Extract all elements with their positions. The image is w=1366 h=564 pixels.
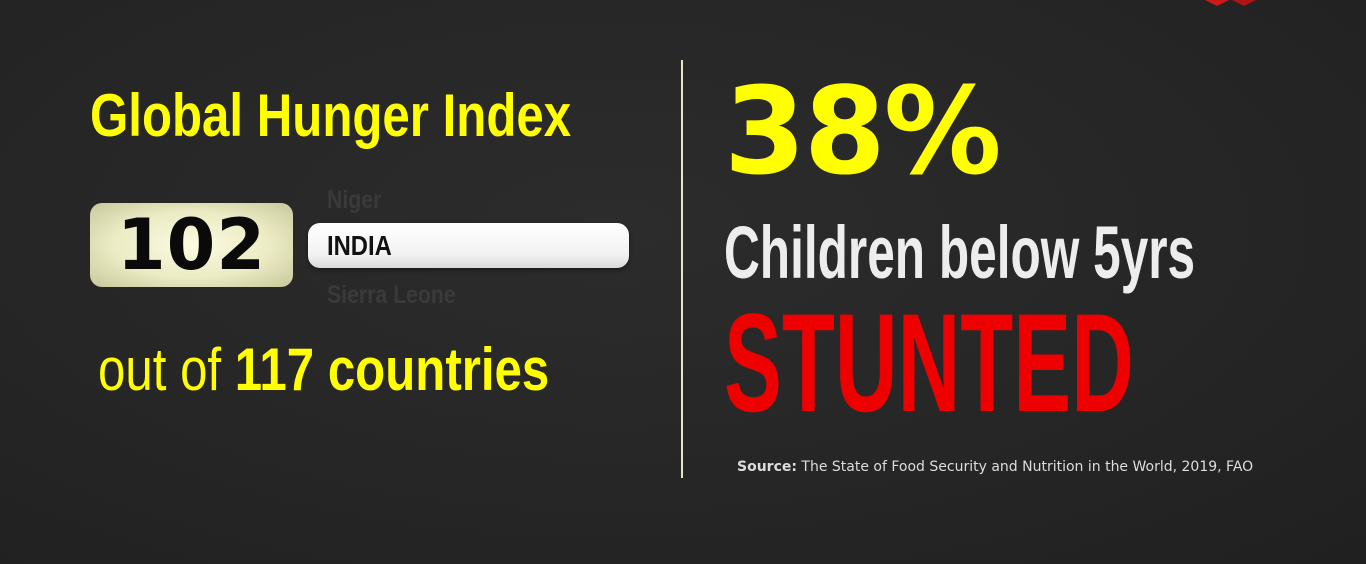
country-label: INDIA: [327, 229, 392, 261]
source-text: The State of Food Security and Nutrition…: [801, 459, 1254, 475]
total-countries-line: out of 117 countries: [98, 332, 549, 408]
stunting-percent: 38%: [724, 63, 1002, 202]
out-of-count: 117 countries: [234, 336, 550, 403]
vertical-divider: [681, 60, 683, 478]
rank-badge: 102: [90, 203, 293, 287]
stunted-label: STUNTED: [724, 284, 1134, 441]
source-label: Source:: [737, 459, 797, 475]
stunting-subtitle: Children below 5yrs: [724, 211, 1196, 294]
corner-mark-icon: [1232, 0, 1256, 6]
country-bar: INDIA: [308, 223, 629, 268]
neighbor-above: Niger: [327, 186, 382, 214]
source-citation: Source: The State of Food Security and N…: [737, 459, 1253, 475]
index-title: Global Hunger Index: [90, 82, 572, 149]
rank-number: 102: [116, 204, 267, 286]
out-of-prefix: out of: [98, 336, 222, 403]
neighbor-below: Sierra Leone: [327, 281, 456, 309]
corner-mark-icon: [1205, 0, 1229, 6]
